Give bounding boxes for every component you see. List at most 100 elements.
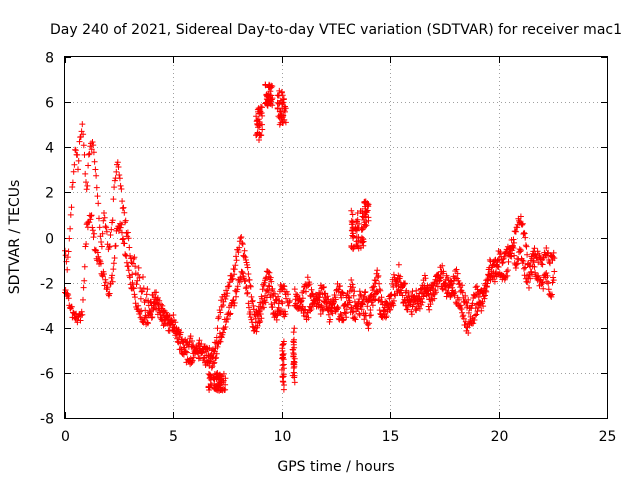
data-point <box>101 271 107 277</box>
data-point <box>466 321 473 327</box>
data-point <box>244 264 251 271</box>
data-point <box>101 282 108 289</box>
data-point <box>454 270 461 277</box>
data-point <box>465 309 472 316</box>
data-point <box>279 374 286 381</box>
data-point <box>76 138 83 145</box>
data-point <box>218 386 225 393</box>
data-point <box>539 280 546 286</box>
data-point <box>193 348 200 355</box>
data-point <box>348 227 355 234</box>
data-point <box>535 272 542 279</box>
data-point <box>125 235 132 242</box>
data-point <box>95 200 102 207</box>
data-point <box>515 256 522 263</box>
data-point <box>193 345 200 352</box>
data-point <box>111 255 118 261</box>
data-point <box>227 310 234 317</box>
data-point <box>346 299 353 306</box>
data-point <box>364 303 371 310</box>
data-point <box>102 223 109 230</box>
data-point <box>465 330 472 336</box>
data-point <box>262 81 269 88</box>
data-point <box>243 284 250 291</box>
data-point <box>510 245 517 251</box>
data-point <box>78 308 85 315</box>
data-point <box>138 307 145 314</box>
data-point <box>290 353 297 360</box>
data-point <box>239 241 246 248</box>
data-point <box>291 359 298 366</box>
data-point <box>366 320 373 327</box>
data-point <box>211 376 218 383</box>
data-point <box>124 229 131 236</box>
data-point <box>89 139 96 145</box>
data-point <box>198 341 205 347</box>
data-point <box>467 319 474 326</box>
data-point <box>512 228 519 235</box>
data-point <box>376 296 383 303</box>
data-point <box>254 130 261 137</box>
data-point <box>422 275 429 282</box>
data-point <box>90 142 97 149</box>
data-point <box>418 301 425 308</box>
data-point <box>89 227 96 234</box>
data-point <box>182 348 189 355</box>
data-point <box>369 287 376 294</box>
data-point <box>93 184 100 191</box>
data-point <box>354 218 361 225</box>
data-point <box>335 305 342 312</box>
data-point <box>523 243 530 250</box>
data-point <box>172 319 179 326</box>
data-point <box>244 290 251 297</box>
data-point <box>361 221 368 228</box>
data-point <box>395 261 402 268</box>
data-point <box>262 299 269 306</box>
data-point <box>286 297 293 304</box>
data-point <box>232 262 239 269</box>
data-point <box>371 283 378 290</box>
data-point <box>335 288 342 295</box>
data-point <box>157 311 164 317</box>
data-point <box>260 304 267 311</box>
data-point <box>197 343 203 350</box>
data-point <box>269 304 276 310</box>
data-point <box>267 97 274 104</box>
data-point <box>551 268 558 275</box>
data-point <box>390 297 397 304</box>
data-point <box>180 344 187 351</box>
data-point <box>85 162 92 169</box>
data-point <box>258 315 265 322</box>
data-point <box>120 235 127 242</box>
data-point <box>146 310 153 317</box>
data-point <box>110 266 117 273</box>
data-point <box>545 280 552 287</box>
data-point <box>348 305 355 312</box>
data-point <box>184 349 190 356</box>
data-point <box>102 279 109 286</box>
data-point <box>223 293 230 299</box>
data-point <box>352 316 359 323</box>
data-point <box>223 319 230 325</box>
data-point <box>421 272 428 279</box>
data-point <box>363 209 370 216</box>
data-point <box>64 290 71 297</box>
data-point <box>163 313 170 320</box>
data-point <box>547 292 554 299</box>
data-point <box>266 84 273 91</box>
data-point <box>499 260 506 267</box>
data-point <box>503 268 510 275</box>
data-point <box>213 350 220 357</box>
data-point <box>233 257 240 264</box>
data-point <box>483 288 490 295</box>
data-point <box>265 282 272 289</box>
data-point <box>86 150 93 157</box>
data-point <box>280 379 287 385</box>
data-point <box>517 247 524 254</box>
data-point <box>135 302 142 309</box>
data-point <box>267 294 274 301</box>
data-point <box>528 268 535 275</box>
data-point <box>431 295 438 302</box>
data-point <box>546 259 553 265</box>
